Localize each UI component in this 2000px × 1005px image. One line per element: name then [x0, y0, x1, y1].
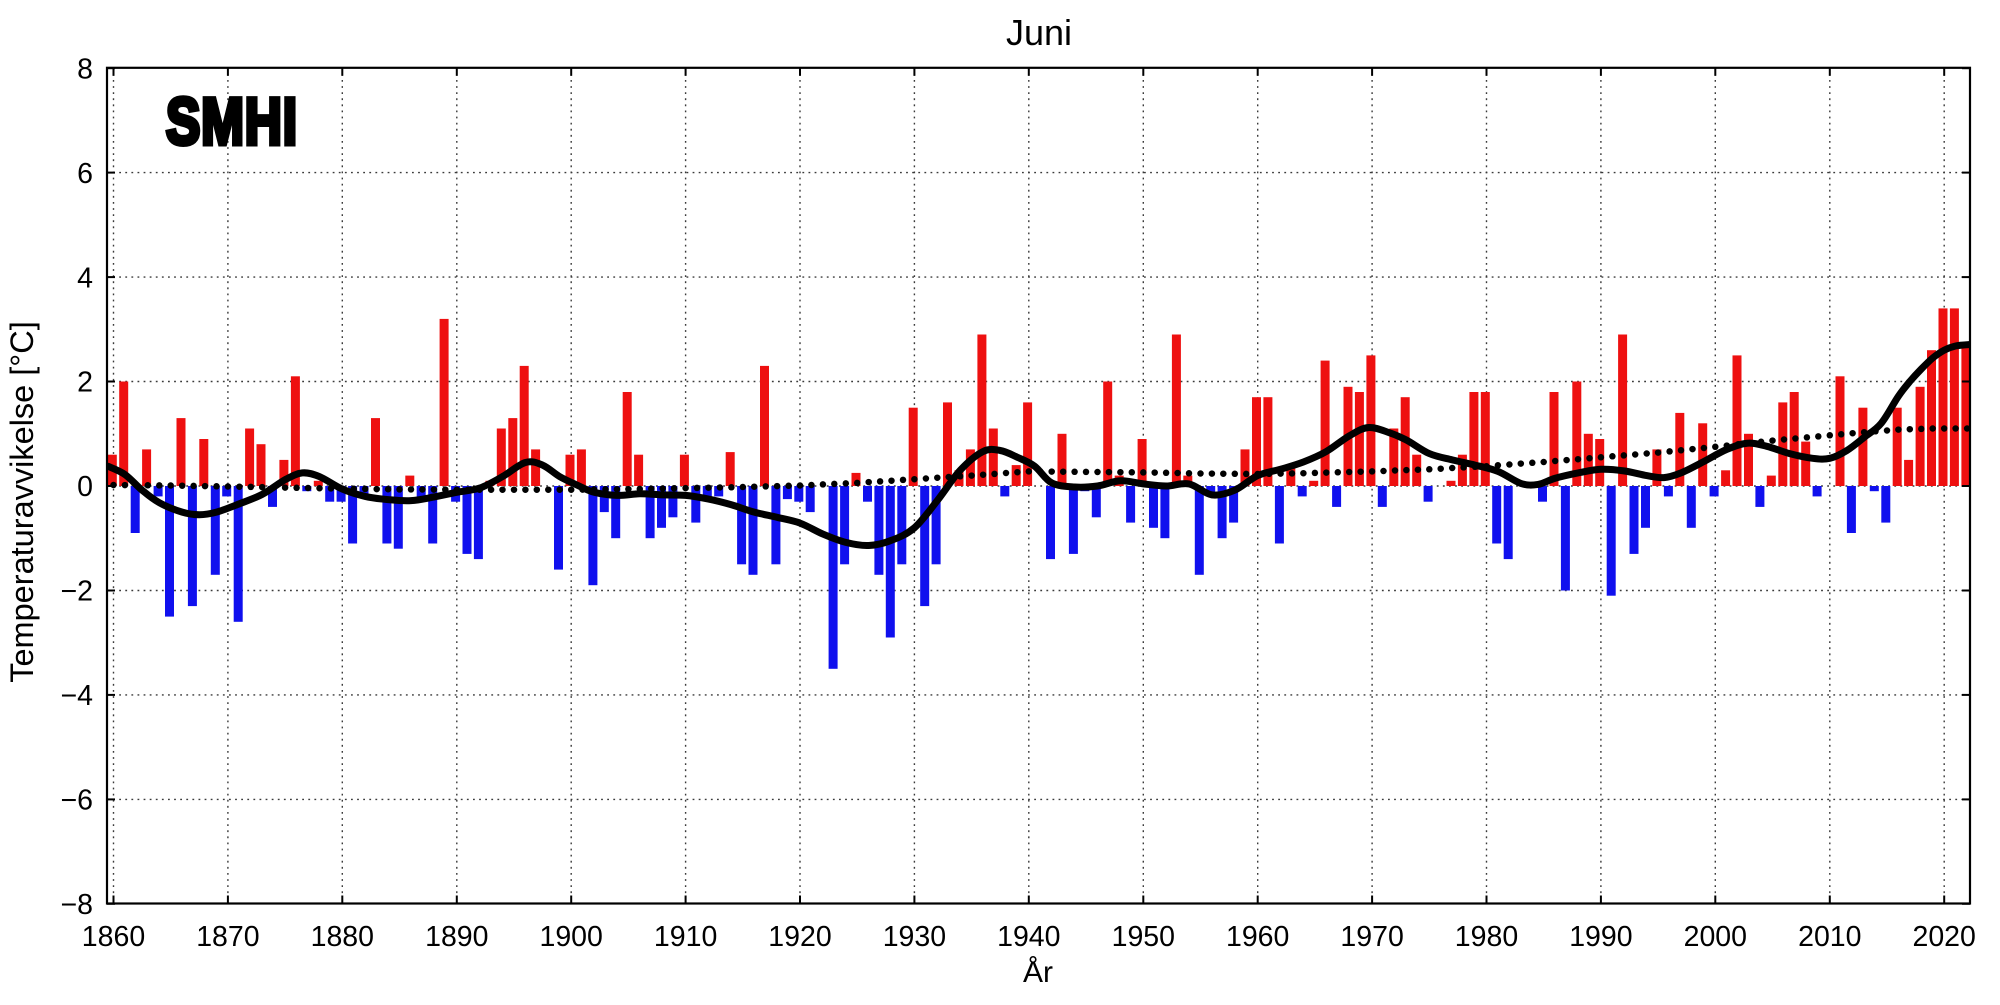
svg-text:1890: 1890 — [425, 921, 488, 953]
svg-text:2: 2 — [77, 367, 93, 399]
svg-text:1860: 1860 — [82, 921, 145, 953]
svg-text:1870: 1870 — [196, 921, 259, 953]
svg-text:1920: 1920 — [768, 921, 831, 953]
svg-text:1990: 1990 — [1569, 921, 1632, 953]
svg-text:1980: 1980 — [1455, 921, 1518, 953]
svg-text:2010: 2010 — [1798, 921, 1861, 953]
svg-text:Juni: Juni — [1006, 12, 1072, 53]
svg-text:2020: 2020 — [1912, 921, 1975, 953]
svg-text:−4: −4 — [61, 680, 94, 712]
svg-text:−6: −6 — [61, 785, 94, 817]
svg-text:−2: −2 — [61, 576, 94, 608]
svg-text:1930: 1930 — [883, 921, 946, 953]
svg-text:1880: 1880 — [311, 921, 374, 953]
svg-text:1970: 1970 — [1340, 921, 1403, 953]
svg-text:År: År — [1023, 956, 1053, 989]
svg-text:1910: 1910 — [654, 921, 717, 953]
svg-text:Temperaturavvikelse [°C]: Temperaturavvikelse [°C] — [4, 321, 40, 683]
svg-text:6: 6 — [77, 158, 93, 190]
svg-text:1960: 1960 — [1226, 921, 1289, 953]
svg-text:1900: 1900 — [539, 921, 602, 953]
svg-text:1950: 1950 — [1112, 921, 1175, 953]
svg-text:2000: 2000 — [1684, 921, 1747, 953]
svg-text:1940: 1940 — [997, 921, 1060, 953]
svg-text:8: 8 — [77, 53, 93, 85]
svg-text:SMHI: SMHI — [166, 84, 298, 159]
svg-text:−8: −8 — [61, 889, 94, 921]
svg-text:0: 0 — [77, 471, 93, 503]
svg-text:4: 4 — [77, 262, 93, 294]
